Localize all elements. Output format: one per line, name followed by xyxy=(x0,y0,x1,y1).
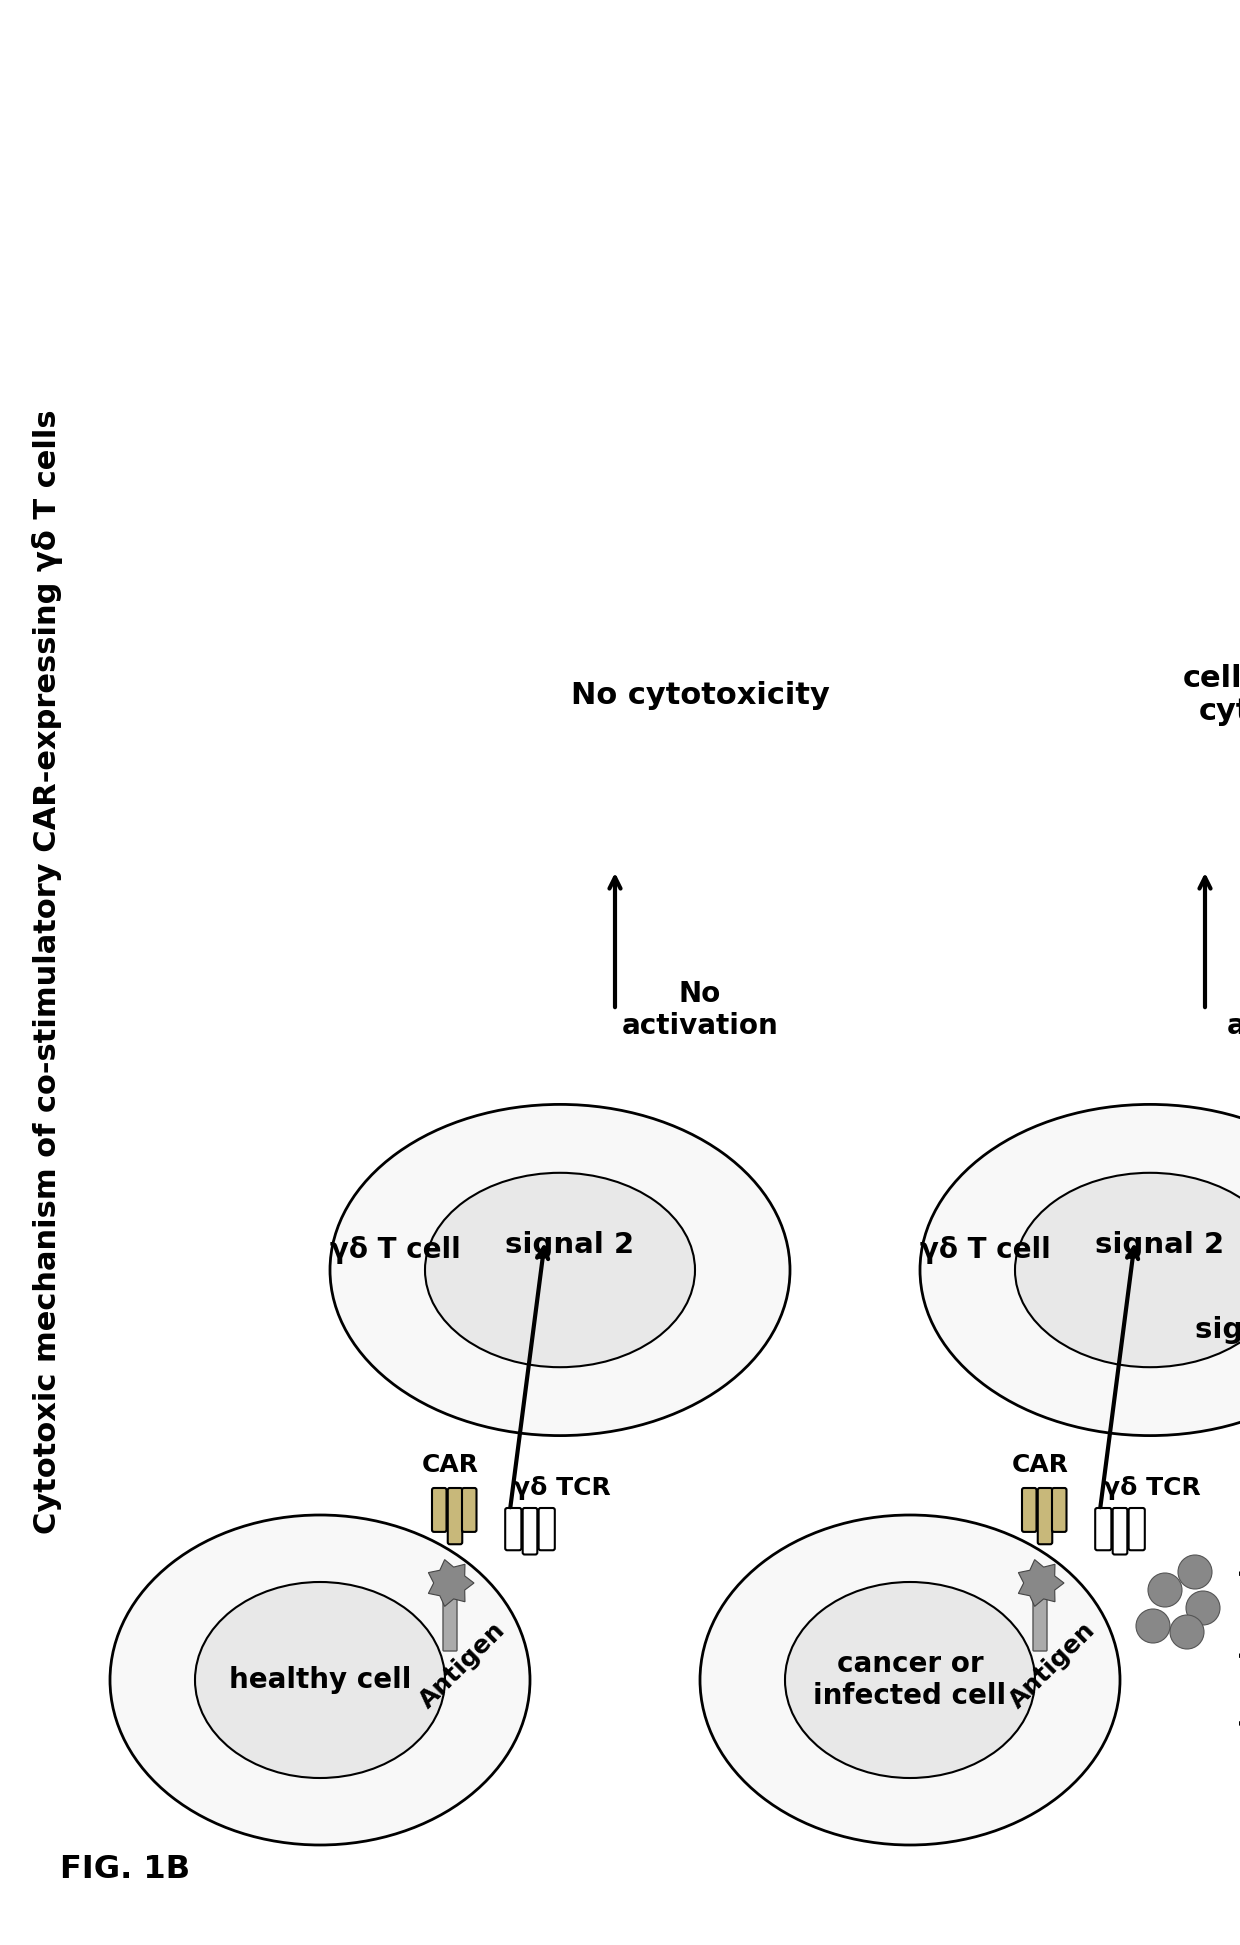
FancyBboxPatch shape xyxy=(505,1507,521,1550)
Text: Antigen: Antigen xyxy=(415,1618,510,1714)
FancyBboxPatch shape xyxy=(1095,1507,1111,1550)
Text: healthy cell: healthy cell xyxy=(229,1667,412,1694)
Circle shape xyxy=(1148,1574,1182,1607)
Circle shape xyxy=(1171,1614,1204,1649)
FancyBboxPatch shape xyxy=(432,1488,446,1533)
Ellipse shape xyxy=(110,1515,529,1846)
FancyBboxPatch shape xyxy=(1052,1488,1066,1533)
Text: FIG. 1B: FIG. 1B xyxy=(60,1854,190,1885)
Circle shape xyxy=(1178,1554,1211,1589)
Ellipse shape xyxy=(701,1515,1120,1846)
FancyBboxPatch shape xyxy=(448,1488,463,1544)
Text: signal 2: signal 2 xyxy=(1095,1231,1225,1258)
FancyBboxPatch shape xyxy=(1112,1507,1127,1554)
Text: Phosphoantigens: Phosphoantigens xyxy=(1238,1498,1240,1743)
Polygon shape xyxy=(1018,1560,1064,1607)
Text: γδ TCR: γδ TCR xyxy=(1104,1476,1200,1500)
Text: signal 1: signal 1 xyxy=(1195,1317,1240,1344)
Ellipse shape xyxy=(920,1105,1240,1435)
Text: Cytotoxic mechanism of co-stimulatory CAR-expressing γδ T cells: Cytotoxic mechanism of co-stimulatory CA… xyxy=(32,410,63,1535)
Text: γδ TCR: γδ TCR xyxy=(513,1476,611,1500)
Text: No
activation: No activation xyxy=(621,980,779,1041)
Ellipse shape xyxy=(425,1173,694,1367)
Text: CAR: CAR xyxy=(1012,1453,1069,1476)
Text: Antigen: Antigen xyxy=(1004,1618,1100,1714)
Text: γδ T cell: γδ T cell xyxy=(920,1235,1050,1264)
FancyBboxPatch shape xyxy=(443,1581,458,1651)
Ellipse shape xyxy=(330,1105,790,1435)
FancyBboxPatch shape xyxy=(1022,1488,1037,1533)
Ellipse shape xyxy=(785,1581,1035,1778)
Text: CAR: CAR xyxy=(422,1453,479,1476)
Circle shape xyxy=(1185,1591,1220,1624)
FancyBboxPatch shape xyxy=(538,1507,554,1550)
FancyBboxPatch shape xyxy=(1033,1581,1047,1651)
Polygon shape xyxy=(428,1560,474,1607)
Ellipse shape xyxy=(1016,1173,1240,1367)
FancyBboxPatch shape xyxy=(1128,1507,1145,1550)
FancyBboxPatch shape xyxy=(463,1488,476,1533)
Text: γδ T cell: γδ T cell xyxy=(330,1235,460,1264)
FancyBboxPatch shape xyxy=(1038,1488,1053,1544)
Text: signal 2: signal 2 xyxy=(506,1231,635,1258)
Text: γδ T cell
activation: γδ T cell activation xyxy=(1226,980,1240,1041)
Text: cell-mediated
cytotoxicity: cell-mediated cytotoxicity xyxy=(1183,663,1240,725)
Ellipse shape xyxy=(195,1581,445,1778)
FancyBboxPatch shape xyxy=(523,1507,537,1554)
Text: No cytotoxicity: No cytotoxicity xyxy=(570,681,830,710)
Circle shape xyxy=(1136,1609,1171,1644)
Text: cancer or
infected cell: cancer or infected cell xyxy=(813,1649,1007,1710)
